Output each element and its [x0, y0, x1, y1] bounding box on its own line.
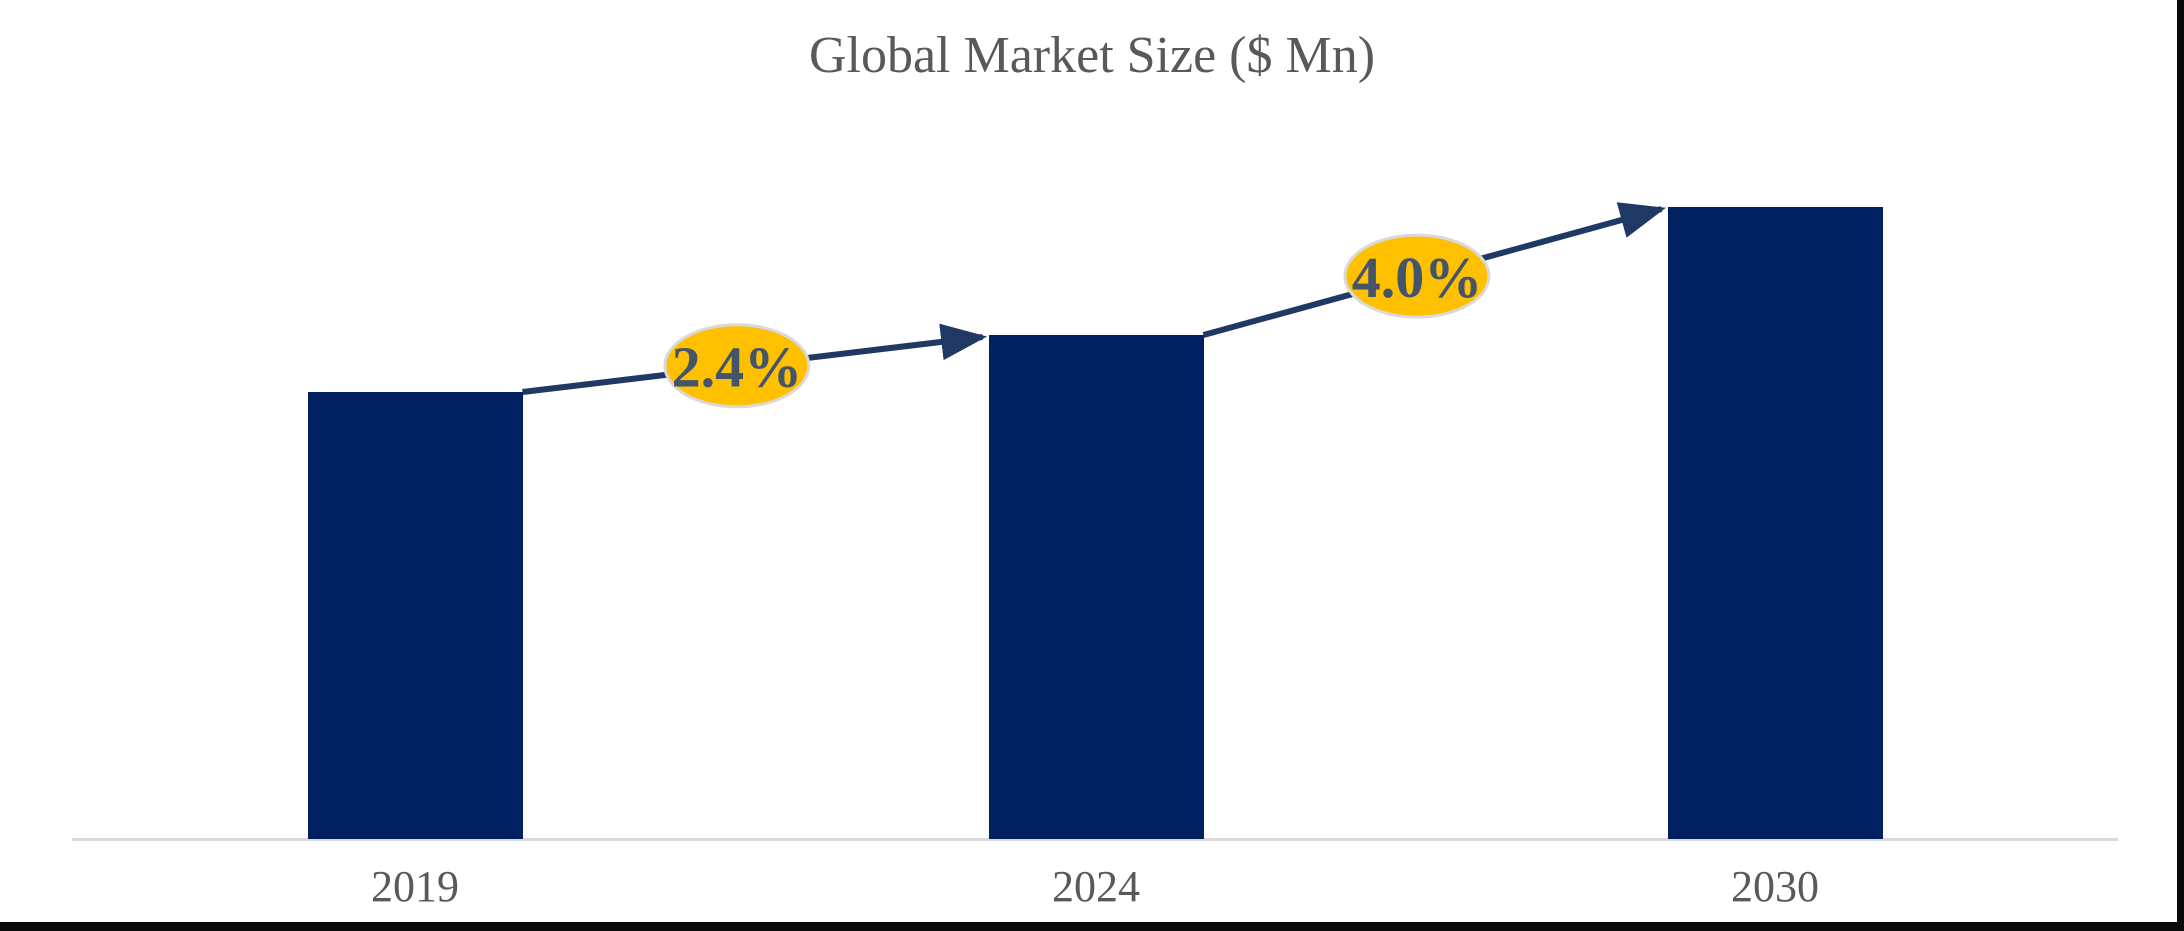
- x-axis-line: [72, 838, 2118, 841]
- x-axis-label-2019: 2019: [371, 862, 459, 911]
- bar-2019: [307, 392, 523, 839]
- chart-title: Global Market Size ($ Mn): [808, 27, 1376, 84]
- growth-ellipse-1: [663, 323, 811, 409]
- growth-rate-label: 4.0%: [1352, 245, 1483, 310]
- bar-2030: [1667, 207, 1883, 839]
- frame-border-right: [2177, 0, 2184, 931]
- growth-arrow-2019-2024: [522, 323, 988, 395]
- x-axis-label-2024: 2024: [1052, 862, 1140, 911]
- bar-2024: [988, 335, 1204, 839]
- x-axis-label-2030: 2030: [1731, 862, 1819, 911]
- frame-border-bottom: [0, 922, 2184, 931]
- growth-ellipse-2: [1343, 233, 1491, 319]
- growth-arrow-2024-2030: [1202, 202, 1666, 338]
- growth-rate-label: 2.4%: [672, 335, 803, 400]
